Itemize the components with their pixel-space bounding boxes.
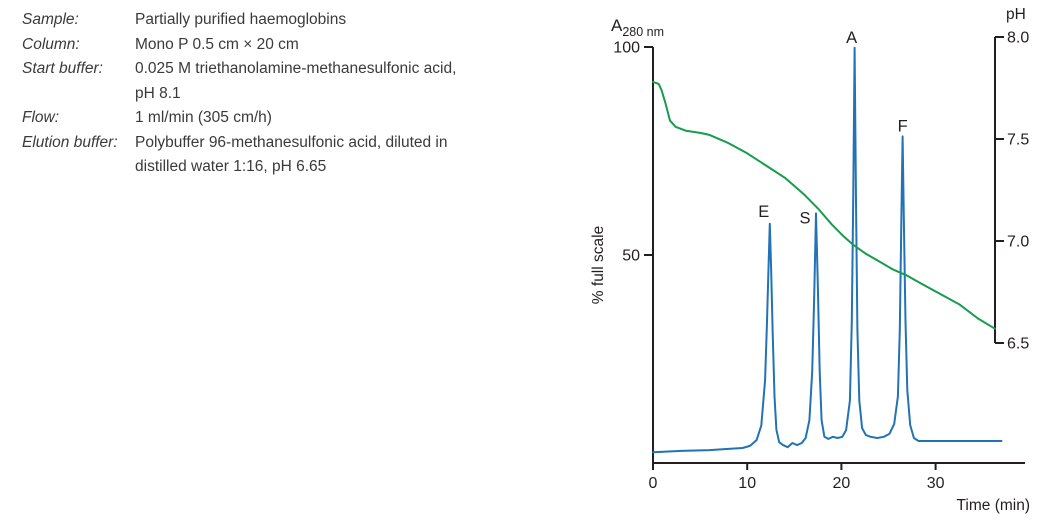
left-tick-label: 100 bbox=[613, 40, 640, 57]
peak-label-A: A bbox=[846, 29, 857, 47]
ph-tick-label: 6.5 bbox=[1007, 336, 1029, 353]
peak-label-S: S bbox=[799, 209, 810, 227]
left-and-bottom-axis bbox=[652, 47, 1025, 464]
column-value: Mono P 0.5 cm × 20 cm bbox=[135, 35, 299, 53]
start-buffer-label: Start buffer: bbox=[22, 60, 103, 77]
absorbance-280nm-percent-full-scale-curve bbox=[652, 46, 1003, 454]
left-tick-label: 50 bbox=[622, 248, 640, 265]
time-tick-label: 30 bbox=[927, 475, 945, 492]
right-axis-ticks: 8.0 7.5 7.0 6.5 bbox=[995, 30, 1029, 353]
data-curves bbox=[652, 46, 1003, 454]
info-row-flow: Flow: 1 ml/min (305 cm/h) bbox=[22, 106, 552, 131]
ph-axis-title: pH bbox=[1006, 6, 1026, 23]
ph-tick-label: 7.5 bbox=[1007, 132, 1029, 149]
info-row-start-buffer: Start buffer: 0.025 M triethanolamine-me… bbox=[22, 57, 552, 106]
time-axis-title: Time (min) bbox=[957, 497, 1030, 514]
flow-value: 1 ml/min (305 cm/h) bbox=[135, 109, 272, 126]
flow-label: Flow: bbox=[22, 109, 60, 126]
run-conditions-panel: Sample: Partially purified haemoglobins … bbox=[22, 8, 552, 180]
ph-tick-label: 8.0 bbox=[1007, 30, 1029, 47]
ph-tick-label: 7.0 bbox=[1007, 234, 1029, 251]
column-label: Column: bbox=[22, 35, 80, 53]
time-tick-label: 0 bbox=[649, 475, 658, 492]
x-axis-ticks: 0 10 20 30 bbox=[649, 463, 945, 492]
ph-gradient-curve bbox=[652, 80, 996, 330]
info-row-elution-buffer: Elution buffer: Polybuffer 96-methanesul… bbox=[22, 131, 552, 180]
percent-full-scale-label: % full scale bbox=[590, 226, 607, 304]
time-tick-label: 10 bbox=[738, 475, 756, 492]
start-buffer-value: 0.025 M triethanolamine-methanesulfonic … bbox=[135, 60, 457, 102]
time-tick-label: 20 bbox=[833, 475, 851, 492]
elution-buffer-label: Elution buffer: bbox=[22, 133, 118, 151]
info-row-sample: Sample: Partially purified haemoglobins bbox=[22, 8, 552, 33]
absorbance-axis-title: A280 nm bbox=[611, 16, 664, 39]
info-row-column: Column: Mono P 0.5 cm × 20 cm bbox=[22, 33, 552, 58]
peak-label-F: F bbox=[898, 117, 908, 135]
peak-labels: E S A F bbox=[758, 29, 907, 228]
left-axis-ticks: 100 50 bbox=[613, 40, 653, 265]
sample-label: Sample: bbox=[22, 11, 79, 28]
elution-buffer-value: Polybuffer 96-methanesulfonic acid, dilu… bbox=[135, 133, 448, 176]
sample-value: Partially purified haemoglobins bbox=[135, 11, 347, 28]
peak-label-E: E bbox=[758, 203, 769, 221]
